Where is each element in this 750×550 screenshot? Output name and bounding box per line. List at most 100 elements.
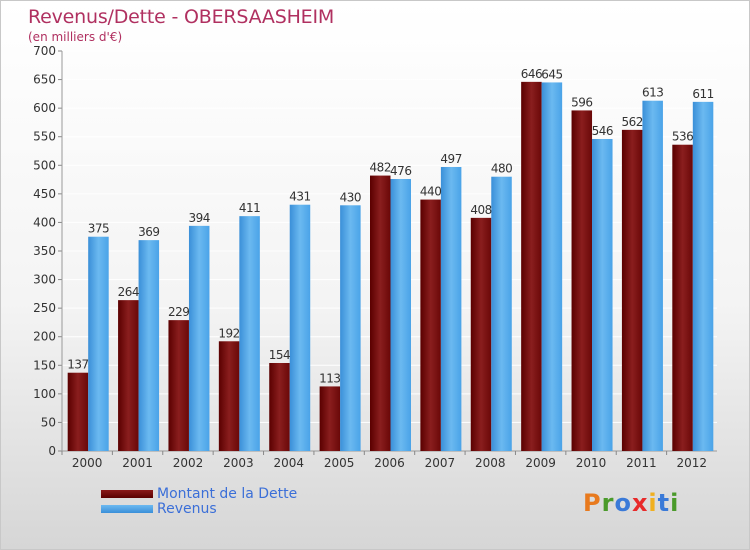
bar-revenue — [541, 82, 563, 451]
labels: 0 50 100 150 200 250 300 350 400 450 500 550 600 650 7… — [33, 44, 714, 470]
legend-label-revenue: Revenus — [157, 500, 217, 517]
bar-revenue — [88, 236, 109, 451]
legend-item-revenue: Revenus — [101, 500, 297, 517]
x-tick-label: 2003 — [223, 456, 254, 470]
legend-item-debt: Montant de la Dette — [101, 485, 298, 502]
legend: Montant de la Dette Revenus — [101, 485, 298, 517]
bar-debt — [67, 372, 89, 451]
y-tick-label: 0 — [48, 444, 56, 458]
y-tick-label: 650 — [33, 73, 56, 87]
data-label: 137 — [67, 358, 88, 372]
bar-debt — [672, 144, 693, 451]
logo-letter: t — [657, 489, 671, 517]
data-label: 613 — [642, 86, 663, 100]
bar-debt — [269, 363, 290, 451]
y-tick-label: 350 — [33, 244, 56, 258]
bar-debt — [470, 217, 492, 451]
data-label: 264 — [118, 285, 139, 299]
y-tick-label: 700 — [33, 44, 56, 58]
logo-letter: r — [601, 489, 615, 517]
data-label: 431 — [289, 190, 310, 204]
logo-letter: i — [648, 489, 658, 517]
data-label: 476 — [390, 164, 411, 178]
x-tick-label: 2004 — [273, 456, 304, 470]
data-label: 154 — [269, 348, 290, 362]
y-tick-label: 300 — [33, 273, 56, 287]
bar-debt — [118, 300, 139, 451]
data-label: 596 — [571, 95, 592, 109]
chart-subtitle: (en milliers d'€) — [28, 30, 123, 44]
chart-title: Revenus/Dette - OBERSAASHEIM — [28, 6, 335, 28]
bar-revenue — [642, 100, 663, 451]
y-tick-label: 200 — [33, 330, 56, 344]
legend-swatch-revenue — [101, 504, 153, 513]
proxiti-logo: Proxiti — [583, 489, 679, 517]
bar-revenue — [692, 101, 714, 451]
data-label: 546 — [592, 124, 613, 138]
x-tick-label: 2011 — [626, 456, 657, 470]
data-label: 192 — [218, 326, 239, 340]
data-label: 229 — [168, 305, 189, 319]
data-label: 482 — [370, 161, 391, 175]
data-label: 375 — [88, 222, 109, 236]
y-tick-label: 600 — [33, 101, 56, 115]
data-label: 646 — [521, 67, 542, 81]
bar-revenue — [138, 240, 160, 451]
y-tick-label: 150 — [33, 358, 56, 372]
y-tick-label: 550 — [33, 130, 56, 144]
bar-debt — [370, 175, 391, 452]
data-label: 611 — [692, 87, 713, 101]
bar-revenue — [239, 216, 260, 451]
logo-letter: P — [583, 489, 602, 517]
logo-letter: x — [631, 489, 649, 517]
y-tick-label: 250 — [33, 301, 56, 315]
x-tick-label: 2008 — [475, 456, 506, 470]
bar-debt — [521, 81, 542, 451]
x-tick-label: 2007 — [425, 456, 456, 470]
logo-letter: i — [670, 489, 680, 517]
data-label: 411 — [239, 201, 260, 215]
bar-debt — [319, 386, 341, 451]
data-label: 408 — [470, 203, 491, 217]
data-label: 562 — [621, 115, 642, 129]
y-tick-label: 400 — [33, 215, 56, 229]
x-tick-label: 2009 — [525, 456, 556, 470]
legend-label-debt: Montant de la Dette — [157, 485, 298, 502]
bar-debt — [168, 320, 189, 451]
data-label: 369 — [138, 225, 159, 239]
y-tick-label: 500 — [33, 158, 56, 172]
x-tick-label: 2002 — [173, 456, 204, 470]
y-tick-label: 50 — [41, 415, 56, 429]
bar-revenue — [592, 139, 613, 451]
bar-debt — [218, 341, 240, 451]
data-label: 645 — [541, 67, 562, 81]
x-tick-label: 2000 — [72, 456, 103, 470]
bar-revenue — [340, 205, 361, 451]
data-label: 394 — [189, 211, 210, 225]
bar-revenue — [491, 176, 512, 451]
x-tick-label: 2001 — [122, 456, 153, 470]
bar-debt — [571, 110, 593, 451]
y-tick-label: 100 — [33, 387, 56, 401]
y-tick-label: 450 — [33, 187, 56, 201]
bars — [67, 81, 714, 452]
logo-letter: o — [614, 489, 632, 517]
data-label: 497 — [440, 152, 461, 166]
bar-revenue — [390, 179, 411, 451]
data-label: 430 — [340, 190, 361, 204]
bar-debt — [621, 129, 643, 451]
data-label: 480 — [491, 162, 512, 176]
x-tick-label: 2006 — [374, 456, 405, 470]
x-tick-label: 2012 — [677, 456, 708, 470]
x-tick-label: 2005 — [324, 456, 355, 470]
data-label: 536 — [672, 130, 693, 144]
bar-revenue — [440, 167, 462, 451]
bar-revenue — [289, 204, 311, 451]
bar-revenue — [188, 225, 210, 451]
x-tick-label: 2010 — [576, 456, 607, 470]
data-label: 113 — [319, 371, 340, 385]
data-label: 440 — [420, 185, 441, 199]
legend-swatch-debt — [101, 489, 153, 498]
